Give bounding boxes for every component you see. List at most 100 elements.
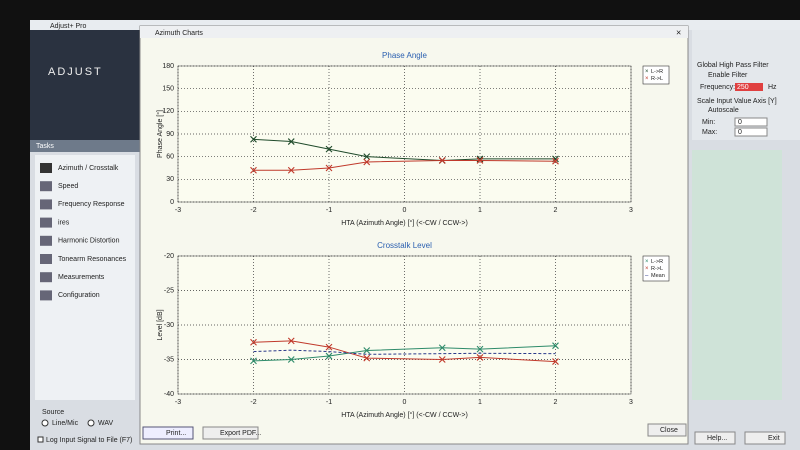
- radio[interactable]: [41, 419, 49, 427]
- point-marker: [325, 164, 333, 172]
- point-marker: [476, 354, 484, 361]
- x-tick-label: -2: [250, 399, 256, 406]
- logo-panel: [30, 30, 140, 140]
- checkbox-label[interactable]: Log Input Signal to File (F7): [46, 437, 132, 444]
- x-tick-label: 0: [403, 207, 407, 214]
- x-axis-label: HTA (Azimuth Angle) [°] (<-CW / CCW->): [341, 219, 468, 227]
- x-tick-label: -3: [175, 399, 181, 406]
- point-marker: [325, 343, 333, 351]
- task-icon[interactable]: [40, 217, 52, 228]
- checkbox-label[interactable]: Autoscale: [708, 107, 739, 114]
- radio-label[interactable]: WAV: [98, 420, 113, 427]
- checkbox-label[interactable]: Enable Filter: [708, 72, 748, 79]
- input-value[interactable]: 250: [737, 84, 749, 91]
- exit-button[interactable]: [744, 431, 786, 445]
- y-tick-label: -25: [164, 287, 174, 294]
- task-icon[interactable]: [40, 235, 52, 246]
- close-icon[interactable]: ×: [676, 27, 681, 37]
- input-value[interactable]: 0: [738, 129, 742, 136]
- point-marker: [438, 356, 446, 363]
- point-marker: [552, 342, 559, 350]
- point-marker: [438, 344, 446, 352]
- list-panel: [692, 150, 782, 400]
- button-label[interactable]: Export PDF...: [220, 430, 261, 437]
- y-tick-label: 60: [166, 154, 174, 161]
- task-item[interactable]: Configuration: [58, 292, 100, 299]
- input[interactable]: [734, 127, 768, 137]
- task-item[interactable]: Measurements: [58, 274, 105, 281]
- chart-title: Crosstalk Level: [377, 241, 432, 250]
- task-icon[interactable]: [40, 290, 52, 301]
- x-tick-label: -1: [326, 207, 332, 214]
- button-label[interactable]: Print...: [166, 430, 186, 437]
- legend-swatch: ×: [645, 266, 649, 272]
- legend-label: R->L: [651, 266, 663, 272]
- x-tick-label: 2: [554, 399, 558, 406]
- radio[interactable]: [87, 419, 95, 427]
- help-button[interactable]: [694, 431, 736, 445]
- task-item[interactable]: Tonearm Resonances: [58, 256, 127, 263]
- series-line: [253, 349, 556, 355]
- point-marker: [363, 354, 371, 362]
- plot-area: [177, 65, 632, 203]
- x-tick-label: 0: [403, 399, 407, 406]
- task-icon[interactable]: [40, 254, 52, 264]
- close-button[interactable]: [647, 423, 687, 437]
- checkbox[interactable]: [37, 436, 44, 443]
- point-marker: [363, 347, 371, 354]
- task-icon[interactable]: [40, 199, 52, 210]
- field-label: Frequency:: [700, 84, 735, 91]
- chart-title: Phase Angle: [382, 51, 427, 60]
- task-icon[interactable]: [40, 181, 52, 192]
- y-tick-label: -40: [164, 391, 174, 398]
- legend-swatch: –: [645, 273, 649, 279]
- point-marker: [325, 352, 333, 360]
- task-item[interactable]: Frequency Response: [58, 201, 125, 208]
- filter-title: Global High Pass Filter: [697, 62, 769, 69]
- x-tick-label: 1: [478, 207, 482, 214]
- legend-label: Mean: [651, 273, 665, 279]
- task-icon[interactable]: [40, 272, 52, 283]
- point-marker: [250, 166, 257, 174]
- task-icon[interactable]: [40, 163, 52, 173]
- y-axis-label: Level [dB]: [157, 309, 164, 340]
- scale-title: Scale Input Value Axis [Y]: [697, 98, 777, 105]
- point-marker: [287, 337, 295, 345]
- point-marker: [250, 135, 257, 143]
- point-marker: [476, 157, 484, 164]
- task-item[interactable]: ires: [58, 219, 70, 226]
- button-label[interactable]: Close: [660, 427, 678, 434]
- button-label[interactable]: Help...: [707, 435, 727, 442]
- y-tick-label: 90: [166, 131, 174, 138]
- input[interactable]: [735, 83, 763, 91]
- task-item[interactable]: Azimuth / Crosstalk: [58, 165, 119, 172]
- y-tick-label: 120: [162, 108, 174, 115]
- export-button[interactable]: [202, 426, 259, 440]
- dialog-titlebar: [140, 26, 688, 38]
- point-marker: [250, 357, 257, 365]
- input-value[interactable]: 0: [738, 119, 742, 126]
- legend-label: L->R: [651, 69, 663, 75]
- print-button[interactable]: [142, 426, 194, 440]
- point-marker: [325, 145, 333, 153]
- source-label: Source: [42, 409, 64, 416]
- logo: ADJUST: [48, 66, 103, 78]
- x-tick-label: 3: [629, 399, 633, 406]
- input[interactable]: [734, 117, 768, 127]
- point-marker: [363, 158, 371, 166]
- radio-label[interactable]: Line/Mic: [52, 420, 79, 427]
- point-marker: [552, 358, 559, 365]
- point-marker: [287, 356, 295, 363]
- task-item[interactable]: Harmonic Distortion: [58, 238, 120, 245]
- dialog-title: Azimuth Charts: [155, 30, 203, 37]
- field-label: Min:: [702, 119, 715, 126]
- x-tick-label: -3: [175, 207, 181, 214]
- y-tick-label: 30: [166, 176, 174, 183]
- legend-label: R->L: [651, 76, 663, 82]
- task-item[interactable]: Speed: [58, 183, 78, 190]
- button-label[interactable]: Exit: [768, 435, 780, 442]
- tasks-header: Tasks: [36, 143, 54, 150]
- x-tick-label: -2: [250, 207, 256, 214]
- x-tick-label: 3: [629, 207, 633, 214]
